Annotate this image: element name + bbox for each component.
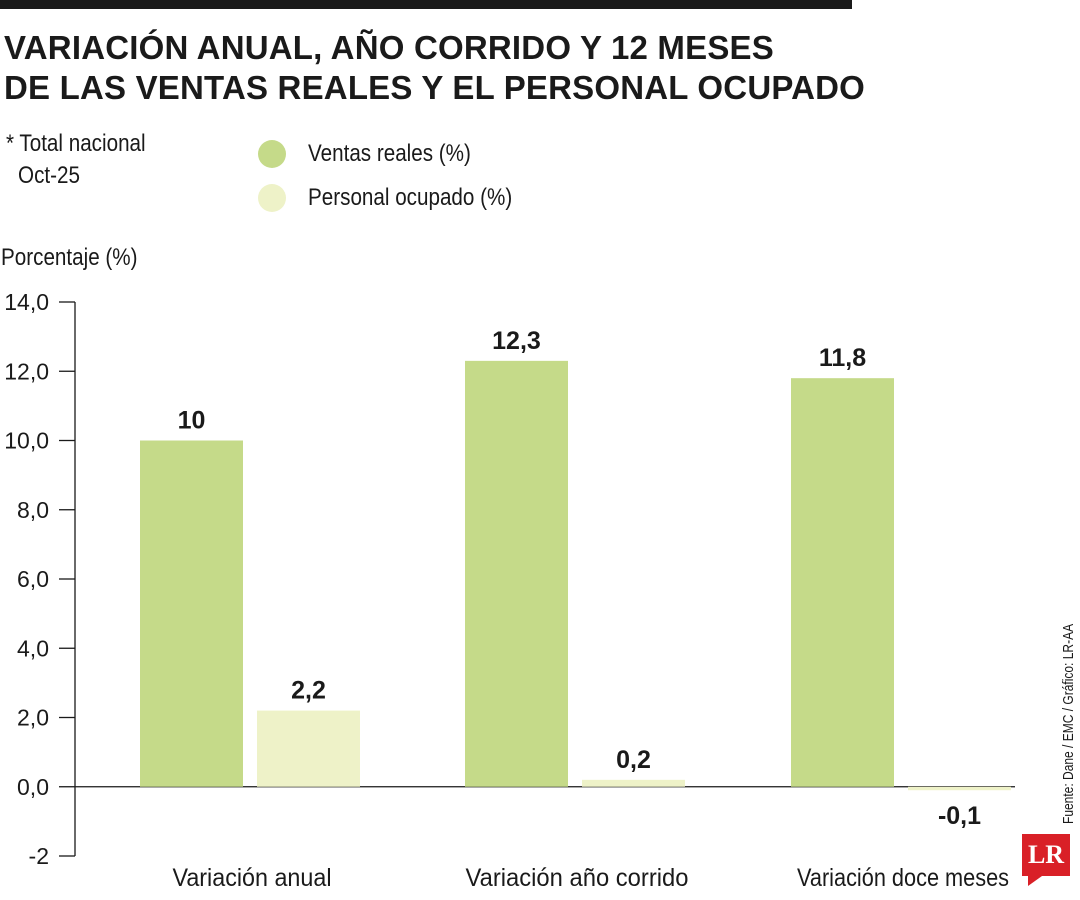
data-label-personal-1: 0,2: [616, 746, 651, 774]
y-tick-label: 6,0: [17, 566, 49, 592]
legend-swatch-ventas: [258, 140, 286, 168]
data-label-personal-0: 2,2: [291, 677, 326, 705]
bar-ventas-2: [791, 378, 894, 787]
legend-swatch-personal: [258, 184, 286, 212]
data-label-ventas-1: 12,3: [492, 327, 541, 355]
chart-note: * Total nacional Oct-25: [6, 128, 146, 192]
legend: Ventas reales (%) Personal ocupado (%): [258, 132, 545, 220]
data-label-ventas-0: 10: [178, 407, 206, 435]
y-tick-label: 2,0: [17, 705, 49, 731]
bar-ventas-0: [140, 440, 243, 787]
legend-label-ventas: Ventas reales (%): [308, 140, 471, 167]
y-tick-label: 14,0: [4, 289, 49, 315]
chart-title: VARIACIÓN ANUAL, AÑO CORRIDO Y 12 MESES …: [4, 28, 1004, 108]
bar-ventas-1: [465, 360, 568, 787]
y-tick-label: 4,0: [17, 635, 49, 661]
bar-personal-0: [257, 710, 360, 787]
x-category-label: Variación doce meses: [797, 864, 1009, 892]
legend-label-personal: Personal ocupado (%): [308, 184, 513, 211]
y-tick-label: 12,0: [4, 358, 49, 384]
lr-logo: LR: [1022, 834, 1070, 886]
y-axis-label: Porcentaje (%): [1, 244, 138, 271]
legend-item-ventas: Ventas reales (%): [258, 132, 545, 176]
y-tick-label: 0,0: [17, 774, 49, 800]
bar-personal-2: [908, 786, 1011, 791]
data-label-personal-2: -0,1: [938, 802, 981, 830]
y-tick-label: 8,0: [17, 497, 49, 523]
title-line-2: DE LAS VENTAS REALES Y EL PERSONAL OCUPA…: [4, 69, 866, 106]
x-category-label: Variación año corrido: [466, 864, 689, 892]
data-label-ventas-2: 11,8: [819, 344, 866, 372]
note-line-2: Oct-25: [18, 162, 80, 189]
top-bar: [0, 0, 852, 9]
legend-item-personal: Personal ocupado (%): [258, 176, 545, 220]
y-tick-label: 10,0: [4, 428, 49, 454]
title-line-1: VARIACIÓN ANUAL, AÑO CORRIDO Y 12 MESES: [4, 29, 774, 66]
y-tick-label: -2: [29, 843, 49, 869]
source-credit: Fuente: Dane / EMC / Gráfico: LR-AA: [1060, 623, 1077, 824]
x-category-label: Variación anual: [173, 864, 332, 892]
bar-personal-1: [582, 779, 685, 787]
note-line-1: * Total nacional: [6, 130, 146, 157]
